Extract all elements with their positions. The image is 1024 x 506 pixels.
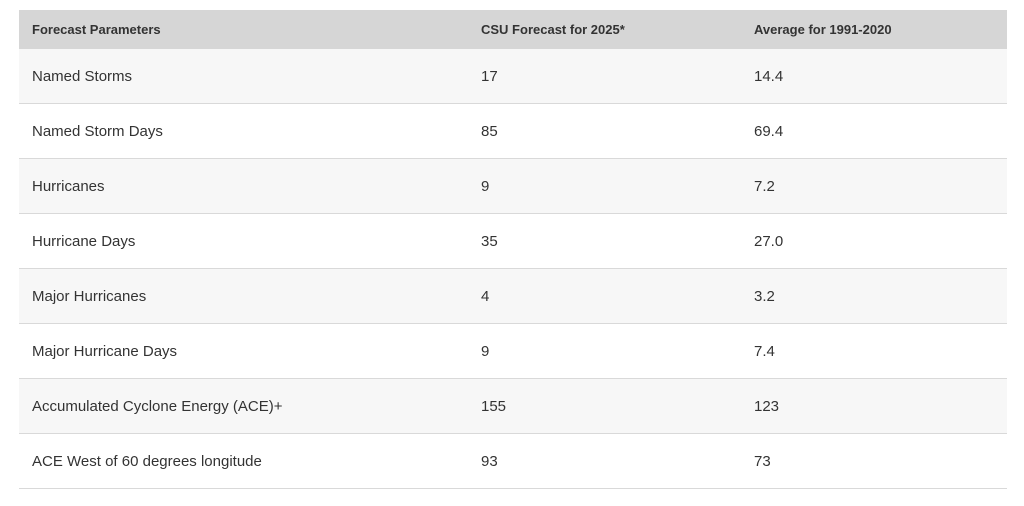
forecast-cell: 93: [468, 433, 741, 489]
average-cell: 14.4: [741, 49, 1007, 104]
forecast-cell: 17: [468, 49, 741, 104]
table-row: Hurricane Days 35 27.0: [19, 213, 1007, 269]
table-row: Named Storm Days 85 69.4: [19, 103, 1007, 159]
table-row: Named Storms 17 14.4: [19, 49, 1007, 104]
parameter-cell: Named Storm Days: [19, 103, 468, 159]
header-row: Forecast Parameters CSU Forecast for 202…: [19, 10, 1007, 49]
forecast-table: Forecast Parameters CSU Forecast for 202…: [19, 10, 1007, 489]
average-cell: 7.2: [741, 158, 1007, 214]
forecast-cell: 35: [468, 213, 741, 269]
header-average: Average for 1991-2020: [741, 10, 1007, 49]
header-csu-forecast: CSU Forecast for 2025*: [468, 10, 741, 49]
table-row: Accumulated Cyclone Energy (ACE)+ 155 12…: [19, 378, 1007, 434]
header-forecast-parameters: Forecast Parameters: [19, 10, 468, 49]
table-body: Named Storms 17 14.4 Named Storm Days 85…: [19, 49, 1007, 489]
table-row: Major Hurricane Days 9 7.4: [19, 323, 1007, 379]
parameter-cell: Named Storms: [19, 49, 468, 104]
table-header: Forecast Parameters CSU Forecast for 202…: [19, 10, 1007, 49]
table-row: Hurricanes 9 7.2: [19, 158, 1007, 214]
parameter-cell: ACE West of 60 degrees longitude: [19, 433, 468, 489]
average-cell: 7.4: [741, 323, 1007, 379]
parameter-cell: Hurricane Days: [19, 213, 468, 269]
forecast-table-container: Forecast Parameters CSU Forecast for 202…: [19, 10, 1007, 489]
forecast-cell: 85: [468, 103, 741, 159]
forecast-cell: 155: [468, 378, 741, 434]
forecast-cell: 9: [468, 323, 741, 379]
parameter-cell: Major Hurricanes: [19, 268, 468, 324]
forecast-cell: 9: [468, 158, 741, 214]
table-row: ACE West of 60 degrees longitude 93 73: [19, 433, 1007, 489]
average-cell: 27.0: [741, 213, 1007, 269]
forecast-cell: 4: [468, 268, 741, 324]
table-row: Major Hurricanes 4 3.2: [19, 268, 1007, 324]
parameter-cell: Hurricanes: [19, 158, 468, 214]
parameter-cell: Accumulated Cyclone Energy (ACE)+: [19, 378, 468, 434]
average-cell: 73: [741, 433, 1007, 489]
parameter-cell: Major Hurricane Days: [19, 323, 468, 379]
average-cell: 123: [741, 378, 1007, 434]
average-cell: 3.2: [741, 268, 1007, 324]
average-cell: 69.4: [741, 103, 1007, 159]
